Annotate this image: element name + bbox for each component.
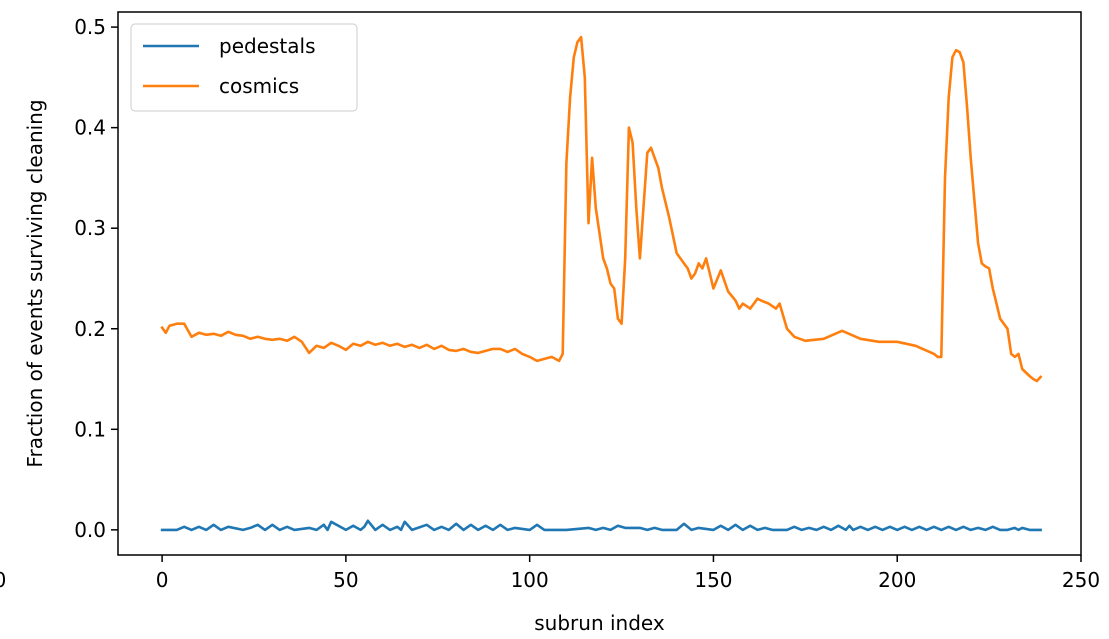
y-axis: 0.0 0.1 0.2 0.3 0.4 0.5 bbox=[74, 15, 118, 542]
y-tick-label: 0.4 bbox=[74, 116, 106, 140]
series-layer bbox=[160, 35, 1043, 532]
plot-area bbox=[117, 11, 1082, 556]
series-line-pedestals bbox=[160, 519, 1042, 532]
legend-label-pedestals: pedestals bbox=[219, 34, 316, 58]
y-axis-title: Fraction of events surviving cleaning bbox=[23, 99, 47, 467]
y-tick-label: 0.1 bbox=[74, 417, 106, 441]
x-tick-label: 100 bbox=[511, 568, 549, 592]
x-tick-label: 150 bbox=[694, 568, 732, 592]
y-tick-label: 0.0 bbox=[74, 518, 106, 542]
clipped-x-tick-label: 0 bbox=[0, 568, 6, 592]
y-tick-label: 0.5 bbox=[74, 15, 106, 39]
axes-frame bbox=[117, 11, 1082, 556]
y-tick-label: 0.2 bbox=[74, 317, 106, 341]
legend: pedestals cosmics bbox=[130, 23, 358, 112]
x-tick-label: 0 bbox=[156, 568, 169, 592]
y-tick-label: 0.3 bbox=[74, 216, 106, 240]
legend-label-cosmics: cosmics bbox=[219, 74, 299, 98]
x-axis-title: subrun index bbox=[534, 611, 665, 635]
series-line-cosmics bbox=[160, 35, 1043, 383]
x-axis: 0 50 100 150 200 250 bbox=[156, 555, 1100, 592]
x-tick-label: 200 bbox=[878, 568, 916, 592]
x-tick-label: 250 bbox=[1062, 568, 1100, 592]
x-tick-label: 50 bbox=[333, 568, 358, 592]
